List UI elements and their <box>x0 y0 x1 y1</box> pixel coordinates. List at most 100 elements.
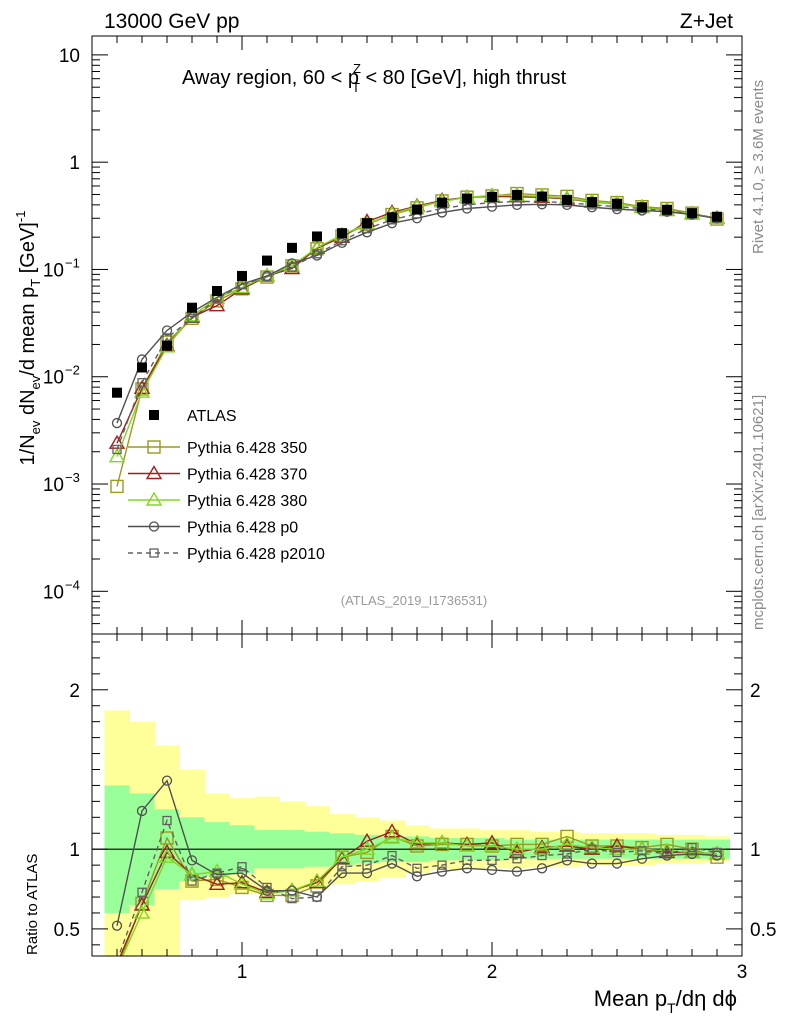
axis-ticks <box>91 36 743 956</box>
header-left: 13000 GeV pp <box>104 10 239 33</box>
ratio-tick-label-left: 2 <box>69 681 80 702</box>
point-pythia-6-428-p2010 <box>187 313 197 324</box>
legend: ATLAS Pythia 6.428 350 Pythia 6.428 370 Pyt… <box>128 408 325 563</box>
main-plot-series <box>108 186 726 494</box>
x-tick-label: 1 <box>237 962 248 983</box>
legend-label-pythia-6-428-p0: Pythia 6.428 p0 <box>187 520 298 537</box>
ratio-point-pythia-6-428-380 <box>158 848 176 863</box>
ratio-point-pythia-6-428-p2010 <box>637 846 647 856</box>
ratio-point-pythia-6-428-370 <box>383 823 401 838</box>
ratio-point-pythia-6-428-380 <box>533 840 551 855</box>
atlas-point <box>262 255 272 266</box>
ratio-point-pythia-6-428-p2010 <box>237 862 247 872</box>
ratio-point-pythia-6-428-p2010 <box>312 892 322 902</box>
ratio-line-pythia-6-428-380 <box>121 837 718 956</box>
point-pythia-6-428-370 <box>208 297 226 312</box>
ratio-point-pythia-6-428-350 <box>210 872 224 887</box>
ratio-point-pythia-6-428-380 <box>483 837 501 852</box>
y-tick-exponent: −2 <box>65 363 80 378</box>
y-tick-exponent: −4 <box>65 577 80 592</box>
ratio-point-pythia-6-428-p0 <box>611 858 623 869</box>
atlas-point <box>687 208 697 219</box>
atlas-point <box>412 204 422 215</box>
legend-marker-pythia-6-428-380 <box>145 491 163 506</box>
y-tick-exponent: −3 <box>65 470 80 485</box>
ratio-point-pythia-6-428-p2010 <box>562 849 572 859</box>
ratio-point-pythia-6-428-p2010 <box>212 868 222 878</box>
y-tick-label: 10 <box>59 46 80 67</box>
ratio-point-pythia-6-428-p2010 <box>612 847 622 858</box>
ratio-plot-series <box>110 775 726 975</box>
ratio-point-pythia-6-428-p2010 <box>487 855 497 866</box>
legend-label-pythia-6-428-p2010: Pythia 6.428 p2010 <box>187 546 325 563</box>
ratio-point-pythia-6-428-350 <box>535 837 549 852</box>
title-part-1: Away region, 60 < p <box>182 67 359 89</box>
title-sub-t: T <box>352 80 360 95</box>
ratio-tick-label-left: 1 <box>69 840 80 861</box>
ratio-point-pythia-6-428-p0 <box>486 864 498 876</box>
atlas-point <box>587 197 597 208</box>
series-line-pythia-6-428-370 <box>116 195 718 444</box>
ratio-point-pythia-6-428-370 <box>458 836 476 851</box>
atlas-point <box>462 193 472 204</box>
ratio-point-pythia-6-428-370 <box>208 875 226 890</box>
point-pythia-6-428-p0 <box>161 325 173 336</box>
ratio-point-pythia-6-428-p0 <box>586 858 598 869</box>
ratio-point-pythia-6-428-370 <box>508 843 526 859</box>
ratio-point-pythia-6-428-380 <box>233 875 251 890</box>
legend-label-pythia-6-428-370: Pythia 6.428 370 <box>187 467 307 484</box>
y-tick-label: 10 <box>43 475 64 496</box>
ratio-point-pythia-6-428-p0 <box>686 848 698 860</box>
legend-label-pythia-6-428-380: Pythia 6.428 380 <box>187 493 307 510</box>
legend-label-pythia-6-428-350: Pythia 6.428 350 <box>187 440 307 457</box>
y-tick-label: 10 <box>43 368 64 389</box>
ratio-point-pythia-6-428-p2010 <box>512 854 522 864</box>
atlas-point <box>337 228 347 239</box>
ratio-point-pythia-6-428-p0 <box>561 855 573 866</box>
ratio-point-pythia-6-428-p2010 <box>437 860 447 870</box>
ratio-tick-label-right: 0.5 <box>750 920 776 941</box>
watermark: (ATLAS_2019_I1736531) <box>341 593 487 608</box>
ratio-point-pythia-6-428-380 <box>183 866 201 881</box>
atlas-point <box>562 194 572 205</box>
y-tick-label: 10 <box>43 260 64 281</box>
ratio-point-pythia-6-428-p0 <box>236 867 248 879</box>
x-axis-label: Mean pT/dη dϕ <box>594 986 737 1016</box>
ratio-point-pythia-6-428-p2010 <box>412 863 422 873</box>
ratio-point-pythia-6-428-350 <box>111 963 123 975</box>
atlas-point <box>437 197 447 208</box>
legend-marker-pythia-6-428-370 <box>145 465 163 480</box>
ratio-point-pythia-6-428-370 <box>116 955 118 956</box>
ratio-tick-label-right: 2 <box>750 681 761 702</box>
ratio-line-pythia-6-428-p0 <box>116 779 718 926</box>
atlas-point <box>187 302 197 313</box>
atlas-point <box>312 231 322 242</box>
ratio-point-pythia-6-428-p0 <box>136 805 148 817</box>
point-pythia-6-428-p2010 <box>312 249 322 259</box>
ratio-point-pythia-6-428-p2010 <box>587 844 597 854</box>
point-pythia-6-428-p2010 <box>287 262 297 272</box>
legend-marker-pythia-6-428-350 <box>147 440 161 454</box>
ratio-point-pythia-6-428-p2010 <box>362 860 372 870</box>
ratio-point-pythia-6-428-370 <box>608 837 626 852</box>
y-axis-label-ratio: Ratio to ATLAS <box>24 854 41 955</box>
ratio-line-pythia-6-428-p2010 <box>117 818 718 956</box>
point-pythia-6-428-380 <box>133 383 151 398</box>
ratio-point-pythia-6-428-380 <box>358 840 376 855</box>
point-pythia-6-428-350 <box>110 479 124 494</box>
atlas-point <box>512 189 522 200</box>
y-axis-label-main: 1/Nev dNev/d mean pT [GeV]-1 <box>13 211 43 466</box>
ratio-point-pythia-6-428-380 <box>110 962 124 974</box>
side-mcplots: mcplots.cern.ch [arXiv:2401.10621] <box>750 395 767 630</box>
x-tick-label: 3 <box>737 962 748 983</box>
side-rivet: Rivet 4.1.0, ≥ 3.6M events <box>750 80 767 254</box>
ratio-point-pythia-6-428-370 <box>333 850 351 865</box>
y-tick-label: 1 <box>69 153 80 174</box>
atlas-point <box>612 198 622 209</box>
atlas-point <box>287 242 297 253</box>
ratio-point-pythia-6-428-p0 <box>186 855 198 866</box>
atlas-point <box>237 270 247 281</box>
atlas-point <box>362 218 372 229</box>
ratio-point-pythia-6-428-p2010 <box>137 887 147 897</box>
